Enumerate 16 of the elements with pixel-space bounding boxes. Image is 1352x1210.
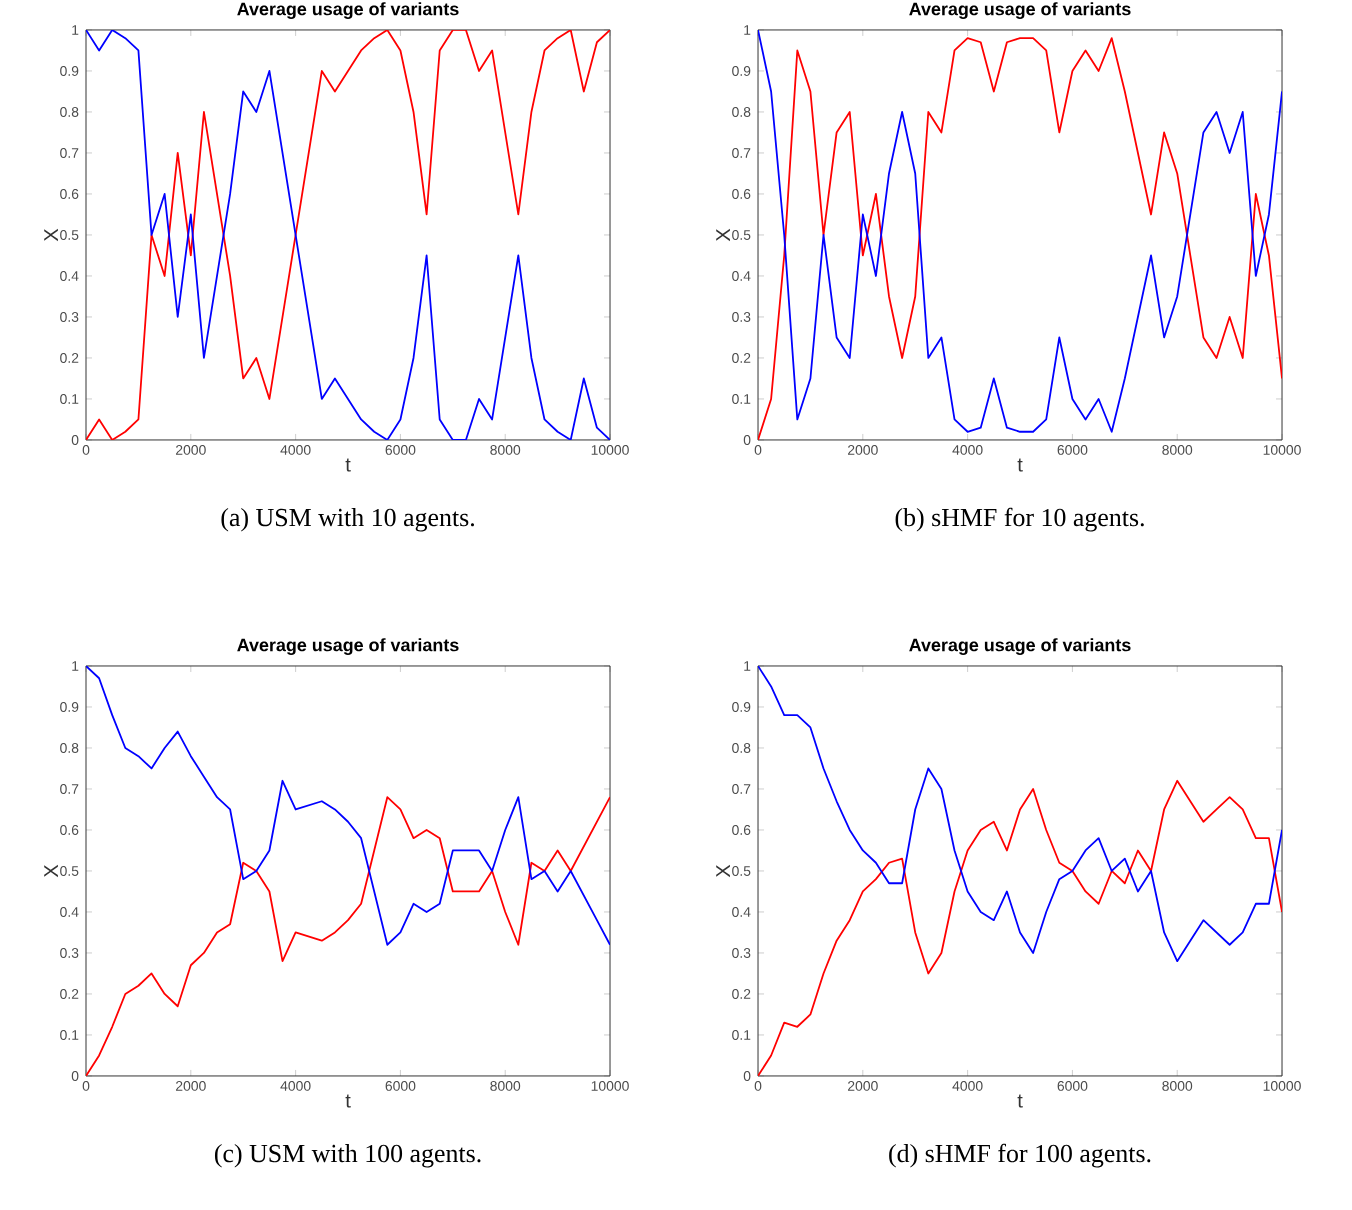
- chart-title: Average usage of variants: [237, 2, 459, 19]
- y-axis-title: X: [716, 864, 730, 878]
- text: (b) sHMF for 10 agents.: [895, 507, 1144, 532]
- text: (d) sHMF for 100 agents.: [889, 1143, 1151, 1168]
- y-axis-title: X: [44, 864, 58, 878]
- y-axis-title: X: [716, 228, 730, 242]
- x-axis-title: t: [1017, 458, 1023, 472]
- chart-title: Average usage of variants: [909, 2, 1131, 19]
- x-axis-title: t: [345, 458, 351, 472]
- chart-title: Average usage of variants: [237, 638, 459, 655]
- x-axis-title: t: [345, 1094, 351, 1108]
- x-axis-title: t: [1017, 1094, 1023, 1108]
- text: (a) USM with 10 agents.: [221, 508, 475, 532]
- chart-title: Average usage of variants: [909, 638, 1131, 655]
- text: (c) USM with 100 agents.: [214, 1144, 481, 1168]
- y-axis-title: X: [44, 228, 58, 242]
